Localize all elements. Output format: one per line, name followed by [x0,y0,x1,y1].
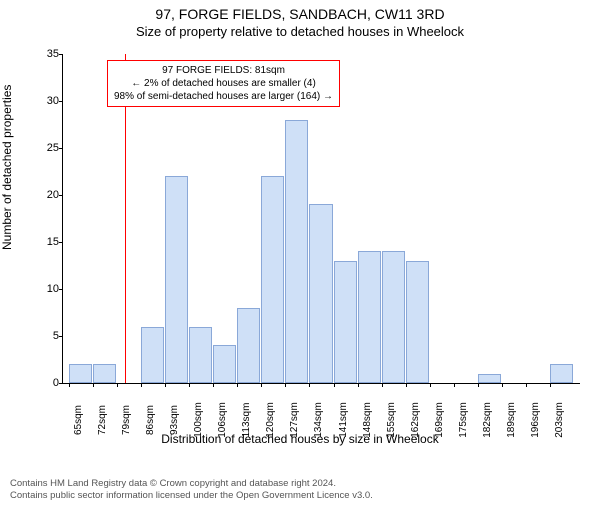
x-tick-label: 72sqm [97,405,108,435]
histogram-bar [334,261,357,383]
y-tick-mark [59,148,63,149]
histogram-bar [478,374,501,383]
x-tick-mark [502,383,503,387]
y-tick-label: 20 [33,189,59,201]
x-tick-mark [165,383,166,387]
x-tick-mark [309,383,310,387]
histogram-bar [309,204,332,383]
histogram-bar [141,327,164,383]
page-title-address: 97, FORGE FIELDS, SANDBACH, CW11 3RD [0,6,600,22]
x-tick-mark [334,383,335,387]
histogram-bar [93,364,116,383]
y-tick-mark [59,383,63,384]
y-tick-label: 35 [33,48,59,60]
x-tick-mark [406,383,407,387]
histogram-bar [550,364,573,383]
y-tick-label: 30 [33,95,59,107]
x-tick-mark [117,383,118,387]
x-tick-mark [93,383,94,387]
footer-line-1: Contains HM Land Registry data © Crown c… [10,478,373,490]
histogram-bar [165,176,188,383]
y-tick-mark [59,336,63,337]
x-tick-label: 79sqm [121,405,132,435]
x-tick-mark [382,383,383,387]
x-tick-mark [189,383,190,387]
histogram-bar [285,120,308,383]
footer-attribution: Contains HM Land Registry data © Crown c… [10,478,373,502]
y-tick-mark [59,54,63,55]
x-tick-mark [454,383,455,387]
histogram-bar [382,251,405,383]
plot-area: 0510152025303565sqm72sqm79sqm86sqm93sqm1… [62,54,580,384]
histogram-bar [189,327,212,383]
x-axis-label: Distribution of detached houses by size … [10,432,590,446]
x-tick-mark [141,383,142,387]
x-tick-label: 93sqm [169,405,180,435]
y-axis-label: Number of detached properties [0,85,14,250]
annotation-box: 97 FORGE FIELDS: 81sqm← 2% of detached h… [107,60,340,107]
x-tick-label: 65sqm [73,405,84,435]
y-tick-label: 15 [33,236,59,248]
annotation-line: ← 2% of detached houses are smaller (4) [114,77,333,90]
y-tick-mark [59,101,63,102]
y-tick-label: 0 [33,377,59,389]
histogram-bar [406,261,429,383]
y-tick-label: 25 [33,142,59,154]
x-tick-mark [430,383,431,387]
y-tick-label: 10 [33,283,59,295]
x-tick-mark [69,383,70,387]
x-tick-mark [213,383,214,387]
x-tick-mark [478,383,479,387]
page-title-desc: Size of property relative to detached ho… [0,24,600,39]
annotation-line: 97 FORGE FIELDS: 81sqm [114,64,333,77]
y-tick-label: 5 [33,330,59,342]
histogram-bar [261,176,284,383]
x-tick-mark [285,383,286,387]
histogram-bar [358,251,381,383]
x-tick-mark [358,383,359,387]
footer-line-2: Contains public sector information licen… [10,490,373,502]
x-tick-mark [237,383,238,387]
x-tick-mark [261,383,262,387]
chart-container: Number of detached properties 0510152025… [10,50,590,450]
x-tick-label: 86sqm [145,405,156,435]
y-tick-mark [59,289,63,290]
x-tick-mark [550,383,551,387]
y-tick-mark [59,242,63,243]
histogram-bar [237,308,260,383]
annotation-line: 98% of semi-detached houses are larger (… [114,90,333,103]
histogram-bar [213,345,236,383]
x-tick-mark [526,383,527,387]
histogram-bar [69,364,92,383]
y-tick-mark [59,195,63,196]
